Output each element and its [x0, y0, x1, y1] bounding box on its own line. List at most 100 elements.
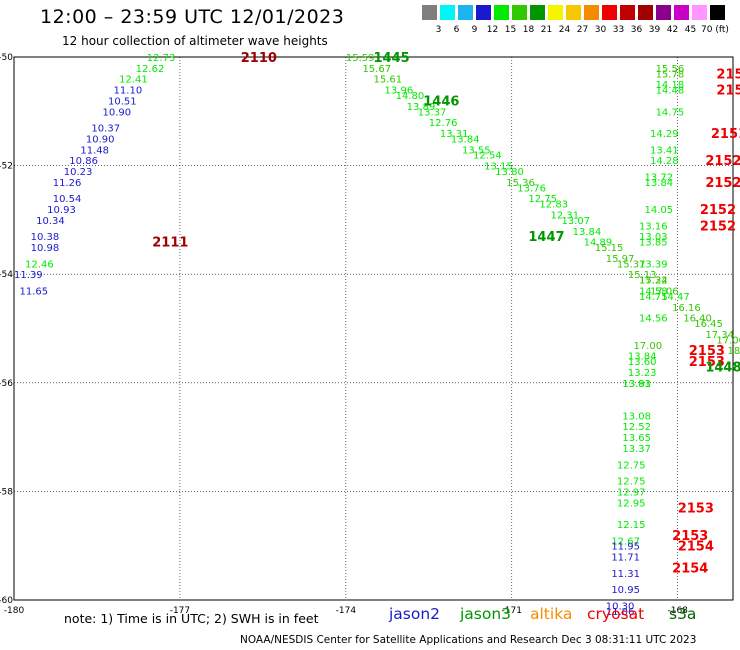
pass-time-label: 2152: [705, 154, 740, 169]
wave-height-value: 15.13: [628, 270, 657, 281]
wave-height-value: 13.15: [484, 162, 513, 173]
pass-time-label: 2152: [705, 176, 740, 191]
wave-height-value: 15.67: [362, 64, 391, 75]
page-subtitle: 12 hour collection of altimeter wave hei…: [62, 34, 328, 48]
wave-height-value: 12.67: [611, 536, 640, 547]
wave-height-value: 10.95: [611, 585, 640, 596]
wave-height-value: 14.05: [645, 205, 674, 216]
wave-height-value: 17.34: [705, 330, 734, 341]
lat-tick-label: -60: [0, 596, 13, 606]
lat-tick-label: -58: [0, 487, 13, 497]
color-scale-label: 42: [666, 25, 679, 35]
wave-height-value: 13.65: [622, 433, 651, 444]
satellite-s3a: s3a: [669, 605, 697, 623]
color-swatch: [530, 5, 545, 20]
wave-height-value: 13.84: [645, 178, 674, 189]
wave-height-value: 13.96: [385, 86, 414, 97]
wave-height-value: 16.59: [739, 352, 740, 363]
pass-time-label: 2153: [689, 344, 725, 359]
color-swatch: [494, 5, 509, 20]
color-swatch: [656, 5, 671, 20]
wave-height-value: 11.65: [20, 286, 49, 297]
wave-height-value: 11.48: [80, 145, 109, 156]
wave-height-value: 14.47: [661, 292, 690, 303]
color-swatch: [674, 5, 689, 20]
wave-height-value: 13.81: [622, 379, 651, 390]
wave-height-value: 12.75: [617, 460, 646, 471]
pass-time-label: 1447: [528, 230, 564, 245]
wave-height-value: 15.59: [346, 53, 375, 64]
footer-note: note: 1) Time is in UTC; 2) SWH is in fe…: [64, 611, 319, 626]
color-scale-label: 70 (ft): [701, 25, 729, 35]
pass-time-label: 2153: [689, 355, 725, 370]
wave-height-value: 13.07: [562, 216, 591, 227]
pass-time-label: 1446: [423, 94, 459, 109]
color-swatch: [548, 5, 563, 20]
pass-time-label: 2111: [152, 236, 188, 251]
wave-height-value: 14.56: [639, 314, 668, 325]
page-title: 12:00 – 23:59 UTC 12/01/2023: [40, 6, 345, 28]
lat-tick-label: -56: [0, 379, 13, 389]
wave-height-value: 11.31: [611, 569, 640, 580]
altimeter-tracks: 12.7312.6212.4111.1010.5110.9010.3710.90…: [14, 53, 740, 618]
lat-tick-label: -52: [0, 162, 13, 172]
color-swatch: [458, 5, 473, 20]
wave-height-value: 13.08: [622, 411, 651, 422]
color-swatch: [566, 5, 581, 20]
pass-time-label: 1445: [374, 51, 410, 66]
wave-height-value: 12.31: [550, 210, 579, 221]
wave-height-value: 15.78: [656, 69, 685, 80]
satellite-jason2: jason2: [389, 605, 441, 623]
lon-tick-label: -177: [170, 606, 190, 616]
pass-time-labels: 2110144514462111144721512151215121522152…: [152, 51, 740, 576]
color-scale-label: 6: [453, 25, 460, 35]
wave-height-value: 12.83: [539, 200, 568, 211]
footer-credit: NOAA/NESDIS Center for Satellite Applica…: [240, 634, 697, 646]
satellite-cryosat: cryosat: [587, 605, 645, 623]
wave-height-value: 12.54: [473, 151, 502, 162]
wave-height-value: 10.54: [53, 194, 82, 205]
wave-height-value: 10.93: [47, 205, 76, 216]
wave-height-value: 15.61: [374, 75, 403, 86]
lon-tick-label: -168: [667, 606, 688, 616]
wave-height-value: 14.48: [656, 86, 685, 97]
pass-time-label: 2152: [700, 219, 736, 234]
color-swatch: [422, 5, 437, 20]
wave-height-value: 11.26: [53, 178, 82, 189]
wave-height-value: 17.00: [633, 341, 662, 352]
wave-height-value: 13.84: [451, 134, 480, 145]
wave-height-value: 16.40: [683, 314, 712, 325]
wave-height-value: 12.52: [622, 422, 651, 433]
wave-height-value: 13.37: [622, 444, 651, 455]
wave-height-value: 13.37: [418, 107, 447, 118]
wave-height-value: 13.80: [495, 167, 524, 178]
wave-height-value: 12.73: [147, 53, 176, 64]
wave-height-value: 15.22: [639, 276, 668, 287]
color-scale-label: 15: [504, 25, 517, 35]
wave-height-value: 13.93: [622, 379, 651, 390]
wave-height-value: 13.72: [645, 172, 674, 183]
color-swatch: [692, 5, 707, 20]
color-swatch: [710, 5, 725, 20]
pass-time-label: 2153: [672, 529, 708, 544]
lon-tick-label: -171: [502, 606, 522, 616]
satellite-altika: altika: [530, 605, 573, 623]
lon-tick-label: -174: [336, 606, 357, 616]
pass-time-label: 1448: [705, 361, 740, 376]
pass-time-label: 2152: [700, 203, 736, 218]
color-scale-label: 21: [540, 25, 553, 35]
wave-height-value: 14.18: [656, 80, 685, 91]
color-scale-label: 24: [558, 25, 571, 35]
color-swatch: [602, 5, 617, 20]
axis-tick-labels: -180-177-174-171-168-16-50-52-54-56-58-6…: [0, 53, 688, 616]
wave-height-value: 13.84: [573, 227, 602, 238]
color-swatch: [638, 5, 653, 20]
wave-height-value: 16.16: [672, 303, 701, 314]
color-scale-label: 27: [576, 25, 589, 35]
lat-tick-label: -54: [0, 270, 13, 280]
wave-height-value: 12.76: [429, 118, 458, 129]
